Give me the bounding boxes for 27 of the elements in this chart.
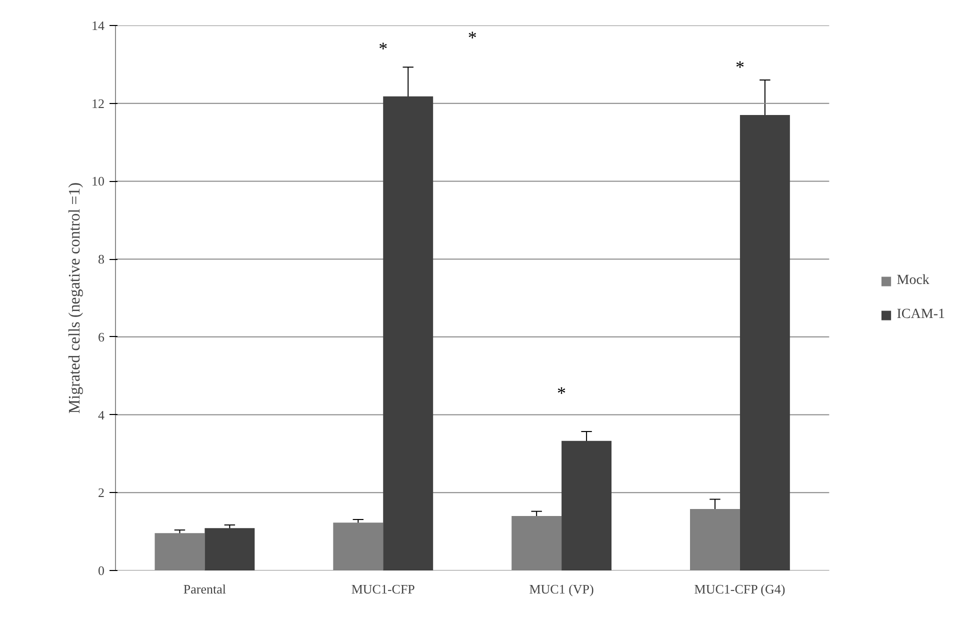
y-tick-label: 8 bbox=[98, 252, 104, 267]
annotation: * bbox=[378, 38, 388, 58]
bar bbox=[204, 528, 255, 570]
bar bbox=[154, 533, 205, 570]
y-tick-label: 10 bbox=[92, 174, 104, 189]
annotation: * bbox=[557, 382, 566, 403]
y-tick-label: 6 bbox=[98, 329, 105, 344]
bar bbox=[690, 508, 740, 570]
x-tick-label: MUC1-CFP bbox=[351, 582, 415, 596]
y-tick-label: 2 bbox=[98, 485, 104, 500]
bar bbox=[512, 516, 562, 570]
bar bbox=[383, 96, 434, 570]
y-tick-label: 4 bbox=[98, 407, 105, 422]
legend-label: ICAM-1 bbox=[896, 306, 945, 322]
x-tick-label: MUC1-CFP (G4) bbox=[694, 582, 786, 596]
y-tick-label: 14 bbox=[92, 18, 105, 33]
y-axis-title: Migrated cells (negative control =1) bbox=[66, 182, 84, 414]
bar bbox=[562, 440, 612, 570]
y-tick-label: 12 bbox=[92, 96, 104, 111]
legend-label: Mock bbox=[896, 272, 930, 288]
annotation: * bbox=[468, 28, 477, 48]
x-tick-label: MUC1 (VP) bbox=[529, 582, 594, 596]
bar bbox=[333, 522, 384, 570]
x-tick-label: Parental bbox=[183, 582, 226, 596]
y-tick-label: 0 bbox=[98, 563, 104, 578]
bar bbox=[740, 115, 790, 570]
annotation: * bbox=[735, 57, 744, 78]
